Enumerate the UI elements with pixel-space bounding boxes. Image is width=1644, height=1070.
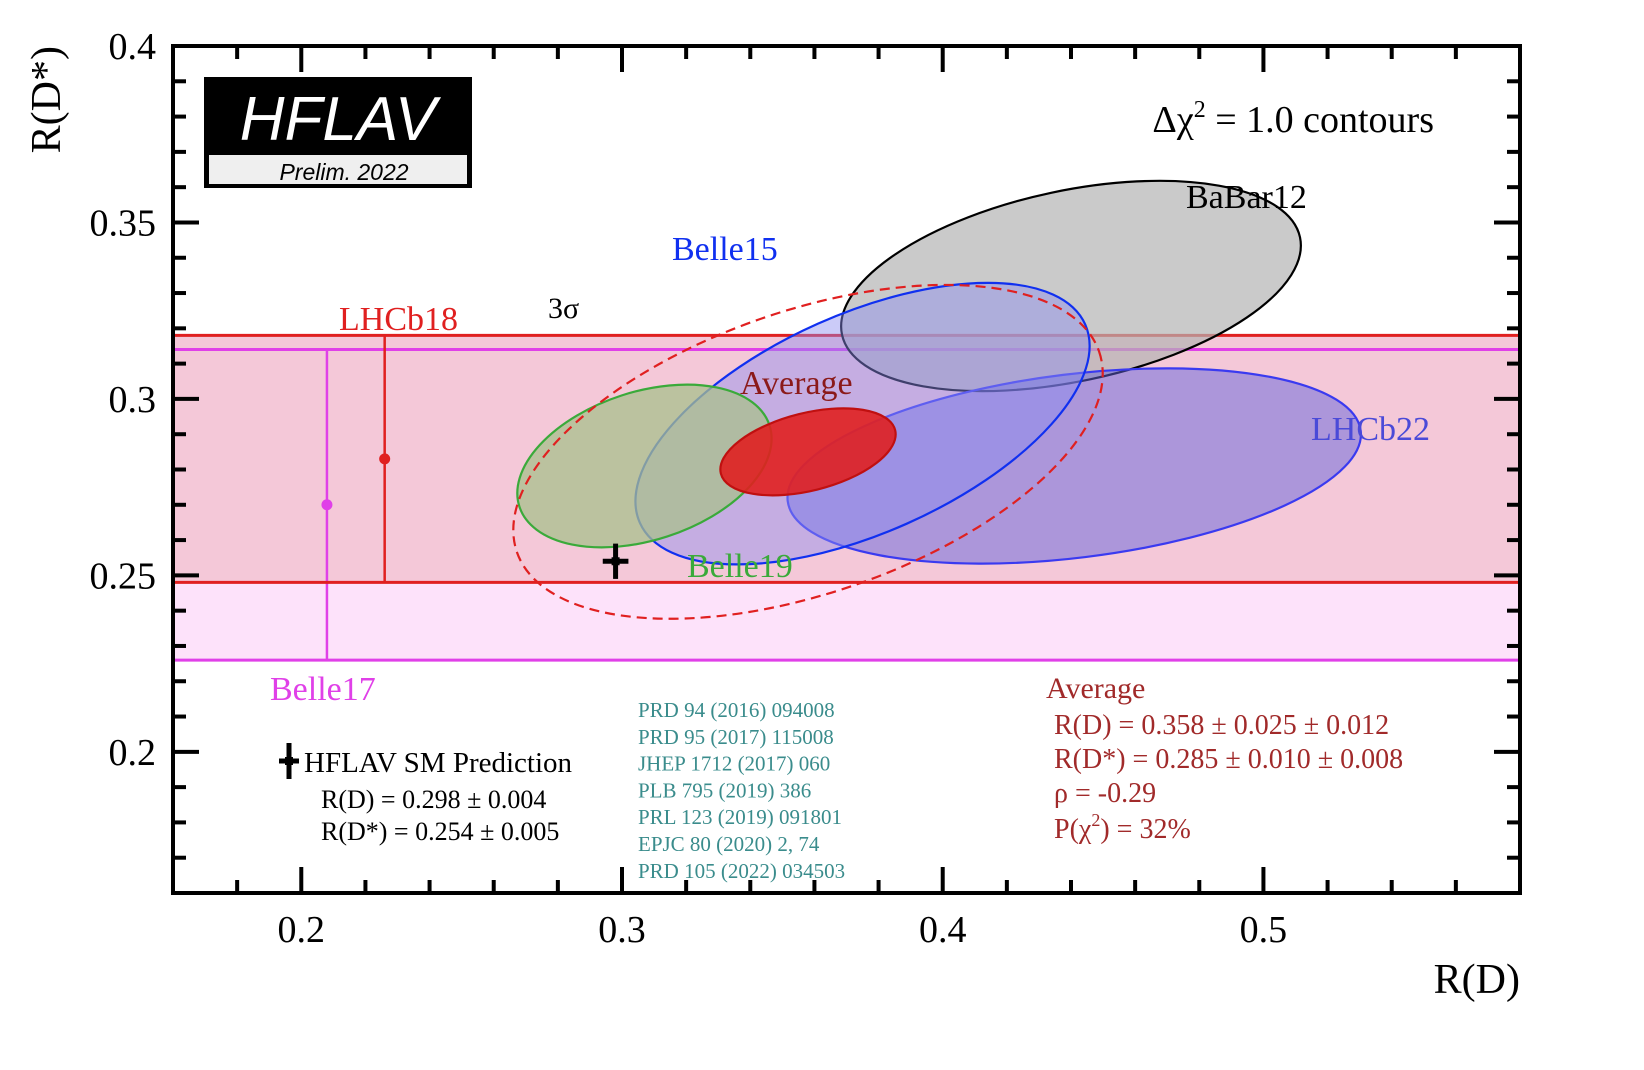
average-summary-pchi: P(χ2) = 32% — [1054, 810, 1191, 845]
y-tick-label: 0.4 — [109, 26, 157, 68]
contour-label-sup: 2 — [1194, 97, 1206, 123]
y-axis-title: R(D*) — [24, 46, 70, 153]
hflav-logo: HFLAV Prelim. 2022 — [204, 77, 472, 188]
y-tick-label: 0.2 — [109, 732, 157, 774]
sm-point-marker — [611, 557, 620, 566]
series-label-belle15: Belle15 — [672, 231, 778, 268]
reference-6: EPJC 80 (2020) 2, 74 — [638, 832, 820, 856]
series-label-lhcb18: LHCb18 — [339, 301, 458, 338]
pchi-suffix: ) = 32% — [1100, 814, 1190, 845]
contour-label-prefix: Δχ — [1152, 99, 1193, 141]
series-label-babar12: BaBar12 — [1186, 179, 1307, 216]
ellipses — [512, 179, 1363, 620]
average-summary-line: R(D) = 0.358 ± 0.025 ± 0.012 — [1054, 710, 1389, 741]
sm-legend-marker — [285, 757, 293, 765]
reference-1: PRD 94 (2016) 094008 — [638, 698, 835, 722]
average-summary-line: ρ = -0.29 — [1054, 778, 1156, 809]
logo-title: HFLAV — [240, 85, 442, 154]
pchi-sup: 2 — [1091, 810, 1100, 830]
x-axis-title: R(D) — [1434, 957, 1520, 1003]
series-label-lhcb22: LHCb22 — [1311, 411, 1430, 448]
logo-subtitle-box — [209, 155, 467, 184]
x-tick-label: 0.5 — [1240, 909, 1288, 951]
sm-legend-title: HFLAV SM Prediction — [304, 747, 573, 779]
ellipse-lhcb22 — [786, 367, 1363, 565]
reference-3: JHEP 1712 (2017) 060 — [638, 752, 830, 776]
y-tick-label: 0.35 — [90, 202, 157, 244]
sm-legend-line: R(D*) = 0.254 ± 0.005 — [321, 817, 559, 846]
series-label-3-sigma: 3σ — [548, 292, 579, 325]
sm-legend-line: R(D) = 0.298 ± 0.004 — [321, 785, 546, 814]
reference-5: PRL 123 (2019) 091801 — [638, 805, 842, 829]
ellipse-3-sigma — [512, 283, 1104, 620]
reference-7: PRD 105 (2022) 034503 — [638, 859, 845, 883]
contour-label: Δχ2 = 1.0 contours — [1152, 97, 1434, 141]
axes: 0.2 0.3 0.4 0.5 0.2 0.25 0.3 0.35 0.4 R(D) R(D*) — [24, 26, 1522, 1003]
points — [602, 543, 629, 579]
reference-4: PLB 795 (2019) 386 — [638, 778, 811, 802]
average-summary-line: R(D*) = 0.285 ± 0.010 ± 0.008 — [1054, 744, 1403, 775]
contour-label-suffix: = 1.0 contours — [1206, 99, 1434, 141]
x-tick-label: 0.2 — [278, 909, 326, 951]
series-label-belle17: Belle17 — [270, 671, 376, 708]
x-tick-label: 0.3 — [598, 909, 646, 951]
series-label-belle19: Belle19 — [687, 548, 793, 585]
series-label-average: Average — [740, 365, 853, 402]
logo-subtitle: Prelim. 2022 — [279, 159, 408, 185]
average-summary-title: Average — [1046, 672, 1145, 705]
band-belle17-marker — [321, 499, 333, 511]
ellipse-average — [719, 407, 897, 497]
pchi-prefix: P(χ — [1054, 814, 1092, 845]
x-tick-label: 0.4 — [919, 909, 967, 951]
y-tick-label: 0.25 — [90, 555, 157, 597]
band-lhcb18-marker — [379, 453, 391, 465]
reference-2: PRD 95 (2017) 115008 — [638, 725, 834, 749]
y-tick-label: 0.3 — [109, 379, 157, 421]
